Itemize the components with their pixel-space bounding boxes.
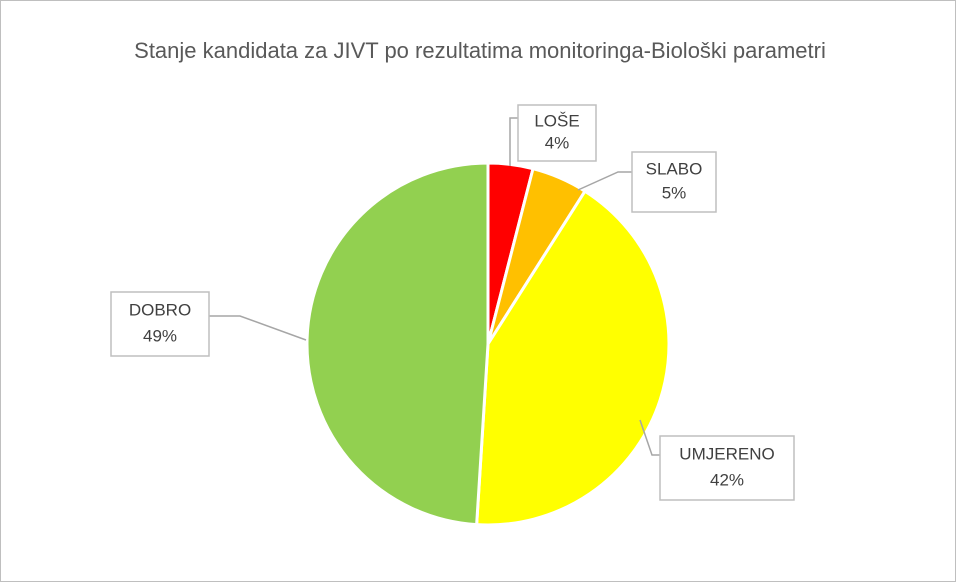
- value-label: 49%: [143, 326, 177, 345]
- leader-line: [639, 419, 660, 456]
- value-label: 4%: [545, 134, 570, 153]
- category-label: UMJERENO: [679, 445, 774, 464]
- label-box: [631, 151, 717, 213]
- leader-line: [509, 117, 518, 166]
- label-box: [517, 104, 597, 162]
- value-label: 5%: [662, 183, 687, 202]
- category-label: DOBRO: [129, 301, 191, 320]
- pie-slice: [475, 189, 671, 527]
- leader-line: [209, 315, 307, 341]
- pie-slice: [305, 161, 490, 527]
- label-box: [110, 291, 210, 357]
- category-label: LOŠE: [534, 111, 579, 130]
- category-label: SLABO: [646, 159, 703, 178]
- value-label: 42%: [710, 470, 744, 489]
- leader-line: [577, 171, 632, 191]
- chart-title: Stanje kandidata za JIVT po rezultatima …: [134, 38, 826, 63]
- label-box: [659, 435, 795, 501]
